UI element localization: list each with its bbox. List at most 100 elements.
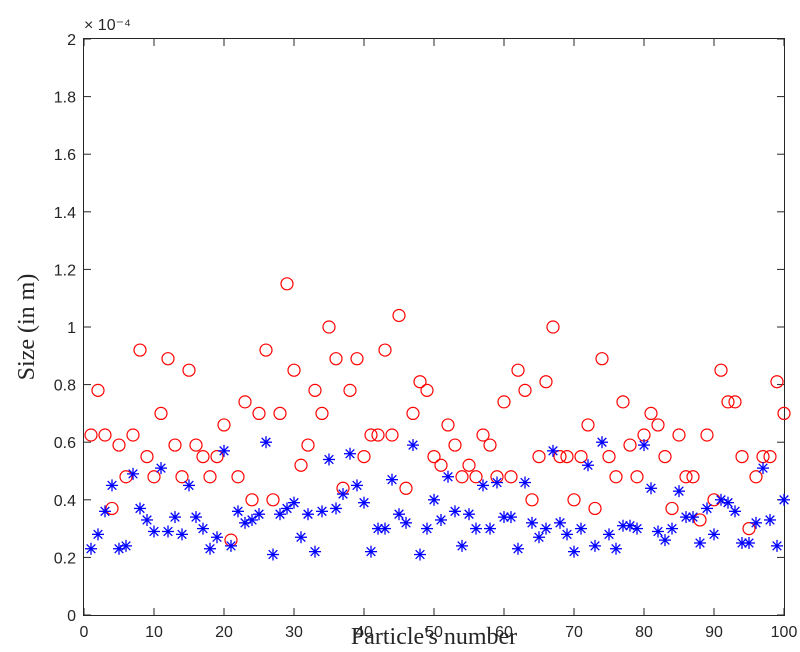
data-point-circle xyxy=(189,438,203,452)
data-point-asterisk xyxy=(218,444,230,457)
data-point-circle xyxy=(686,470,700,484)
data-point-circle xyxy=(665,501,679,516)
data-point-circle xyxy=(441,418,455,432)
data-point-asterisk xyxy=(225,539,237,552)
data-point-circle xyxy=(280,277,294,291)
data-point-asterisk xyxy=(344,447,356,460)
data-point-circle xyxy=(98,428,112,442)
data-point-asterisk xyxy=(162,525,174,538)
data-point-asterisk xyxy=(183,479,195,492)
data-point-circle xyxy=(700,428,714,442)
data-point-circle xyxy=(644,406,658,420)
data-point-circle xyxy=(602,450,616,464)
data-point-asterisk xyxy=(365,545,377,558)
data-point-circle xyxy=(133,343,147,357)
y-tick-label: 2 xyxy=(67,32,76,49)
x-tick-label: 10 xyxy=(145,624,163,641)
data-point-circle xyxy=(448,438,462,452)
data-point-circle xyxy=(462,458,476,472)
data-point-asterisk xyxy=(358,496,370,509)
data-point-circle xyxy=(546,320,560,334)
x-axis-ticks: 0 10 20 30 40 50 60 70 80 90 100 xyxy=(80,39,797,641)
data-point-asterisk xyxy=(155,462,167,475)
data-point-circle xyxy=(693,513,707,527)
data-point-asterisk xyxy=(568,545,580,558)
data-point-circle xyxy=(210,450,224,464)
data-point-circle xyxy=(175,470,189,484)
data-point-asterisk xyxy=(491,476,503,489)
y-tick-label: 0 xyxy=(67,608,76,625)
data-point-asterisk xyxy=(386,473,398,486)
data-point-circle xyxy=(329,352,343,366)
data-point-circle xyxy=(119,470,133,484)
x-tick-label: 80 xyxy=(635,624,653,641)
data-point-circle xyxy=(420,383,434,397)
data-point-asterisk xyxy=(603,528,615,541)
x-tick-label: 60 xyxy=(495,624,513,641)
data-point-circle xyxy=(266,493,280,507)
data-point-asterisk xyxy=(631,522,643,535)
data-point-asterisk xyxy=(141,513,153,526)
x-tick-label: 90 xyxy=(705,624,723,641)
data-point-asterisk xyxy=(295,531,307,544)
data-point-circle xyxy=(525,493,539,507)
data-point-asterisk xyxy=(589,539,601,552)
data-point-circle xyxy=(721,395,735,409)
data-point-asterisk xyxy=(778,493,790,506)
data-point-circle xyxy=(322,320,336,334)
data-point-circle xyxy=(364,428,378,442)
data-point-asterisk xyxy=(442,470,454,483)
data-point-circle xyxy=(147,470,161,484)
data-point-circle xyxy=(371,428,385,442)
data-point-asterisk xyxy=(659,534,671,547)
data-point-asterisk xyxy=(512,542,524,555)
series-2 xyxy=(85,436,790,561)
data-point-asterisk xyxy=(288,496,300,509)
data-point-circle xyxy=(385,428,399,442)
data-point-circle xyxy=(714,363,728,377)
data-point-circle xyxy=(679,470,693,484)
data-point-asterisk xyxy=(253,508,265,521)
y-axis-exponent: × 10⁻⁴ xyxy=(84,17,131,34)
data-point-circle xyxy=(154,406,168,420)
y-tick-label: 0.8 xyxy=(54,378,76,395)
data-point-asterisk xyxy=(617,519,629,532)
data-point-circle xyxy=(217,418,231,432)
data-point-circle xyxy=(749,470,763,484)
data-point-asterisk xyxy=(519,476,531,489)
data-point-asterisk xyxy=(666,522,678,535)
data-point-asterisk xyxy=(330,502,342,515)
data-point-circle xyxy=(273,406,287,420)
data-point-asterisk xyxy=(309,545,321,558)
data-point-asterisk xyxy=(561,528,573,541)
data-point-circle xyxy=(84,428,98,442)
data-point-asterisk xyxy=(771,539,783,552)
data-point-asterisk xyxy=(477,479,489,492)
data-point-circle xyxy=(756,450,770,464)
data-point-asterisk xyxy=(316,505,328,518)
data-point-asterisk xyxy=(645,482,657,495)
data-point-asterisk xyxy=(596,436,608,449)
x-tick-label: 40 xyxy=(355,624,373,641)
data-point-circle xyxy=(595,352,609,366)
data-point-circle xyxy=(126,428,140,442)
data-point-circle xyxy=(609,470,623,484)
data-point-circle xyxy=(763,450,777,464)
data-point-circle xyxy=(294,458,308,472)
data-point-asterisk xyxy=(148,525,160,538)
data-point-asterisk xyxy=(463,508,475,521)
data-point-circle xyxy=(623,438,637,452)
y-tick-label: 1 xyxy=(67,320,76,337)
data-point-circle xyxy=(476,428,490,442)
data-point-asterisk xyxy=(379,522,391,535)
data-point-circle xyxy=(553,450,567,464)
y-tick-label: 1.6 xyxy=(54,147,76,164)
data-point-asterisk xyxy=(708,528,720,541)
data-point-asterisk xyxy=(610,542,622,555)
data-point-asterisk xyxy=(99,505,111,518)
data-point-circle xyxy=(112,438,126,452)
y-tick-label: 1.8 xyxy=(54,90,76,107)
data-point-asterisk xyxy=(743,537,755,549)
data-point-asterisk xyxy=(722,496,734,509)
